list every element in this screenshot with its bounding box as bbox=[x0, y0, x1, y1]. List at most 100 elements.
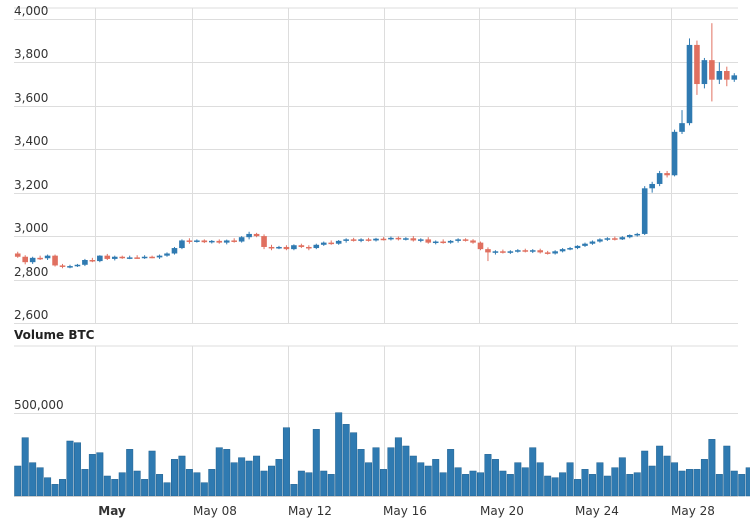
candle-body bbox=[171, 248, 178, 254]
candle-body bbox=[522, 250, 529, 252]
candle bbox=[276, 245, 282, 250]
candle-body bbox=[14, 253, 21, 257]
candle bbox=[134, 255, 140, 259]
candle-body bbox=[403, 238, 409, 240]
candle-body bbox=[276, 246, 282, 249]
candle-body bbox=[313, 244, 320, 249]
volume-bar bbox=[238, 457, 246, 497]
candle-body bbox=[126, 257, 133, 259]
candle bbox=[656, 170, 663, 187]
candle bbox=[544, 250, 551, 255]
volume-bar bbox=[118, 472, 126, 497]
candle bbox=[320, 241, 327, 246]
candle bbox=[417, 238, 424, 243]
volume-bar bbox=[372, 447, 380, 497]
candle bbox=[373, 237, 379, 242]
candle-body bbox=[612, 238, 618, 240]
candle bbox=[455, 238, 461, 243]
candle bbox=[67, 264, 73, 269]
x-tick-label: May 12 bbox=[288, 504, 332, 518]
candle-body bbox=[179, 240, 185, 249]
candle bbox=[716, 62, 723, 85]
volume-bar bbox=[342, 424, 350, 497]
candle-body bbox=[44, 255, 51, 259]
candle bbox=[403, 237, 409, 241]
candle-body bbox=[238, 237, 245, 242]
candle bbox=[432, 240, 439, 245]
candle bbox=[343, 238, 349, 243]
volume-bar bbox=[514, 462, 522, 497]
candle-body bbox=[67, 266, 73, 268]
candle-body bbox=[223, 240, 230, 243]
candle-body bbox=[119, 256, 126, 259]
candle-body bbox=[328, 242, 335, 245]
volume-bar bbox=[432, 459, 440, 497]
candle bbox=[119, 255, 126, 259]
candle bbox=[529, 249, 536, 254]
volume-bar bbox=[170, 459, 178, 497]
candle bbox=[126, 255, 133, 260]
candle-body bbox=[37, 257, 43, 260]
candle bbox=[462, 238, 469, 242]
price-y-axis: 2,600 2,800 3,000 3,200 3,400 3,600 3,800 4,000 bbox=[14, 4, 48, 322]
candle bbox=[388, 236, 394, 241]
volume-bar bbox=[163, 482, 171, 497]
candle-body bbox=[89, 260, 96, 262]
volume-bar bbox=[282, 427, 290, 497]
candle-body bbox=[350, 239, 357, 241]
candle bbox=[313, 243, 320, 250]
candle-body bbox=[373, 238, 379, 241]
candle-body bbox=[201, 240, 208, 243]
candle-body bbox=[417, 239, 424, 241]
candle bbox=[485, 247, 491, 262]
candle bbox=[22, 255, 28, 265]
volume-bar bbox=[745, 467, 750, 497]
candle bbox=[82, 258, 88, 267]
volume-bar bbox=[611, 467, 619, 497]
volume-bar bbox=[529, 447, 537, 497]
candle-body bbox=[462, 239, 469, 241]
candle-body bbox=[141, 256, 148, 259]
volume-bar bbox=[66, 440, 74, 497]
volume-bar bbox=[185, 469, 193, 497]
volume-bar bbox=[223, 449, 231, 497]
volume-bar bbox=[738, 474, 746, 497]
volume-bar bbox=[715, 474, 723, 497]
price-tick-label: 2,600 bbox=[14, 308, 48, 322]
candle bbox=[597, 238, 603, 243]
x-axis: May May 08 May 12 May 16 May 20 May 24 May 28 bbox=[98, 504, 715, 518]
x-tick-label: May 20 bbox=[480, 504, 524, 518]
candle bbox=[701, 57, 708, 89]
candle-body bbox=[589, 241, 596, 244]
candle bbox=[507, 250, 514, 254]
candle-body bbox=[186, 240, 193, 242]
price-tick-label: 2,800 bbox=[14, 265, 48, 279]
candle-body bbox=[716, 71, 723, 80]
price-tick-label: 3,000 bbox=[14, 221, 48, 235]
candle bbox=[261, 234, 267, 250]
candle-body bbox=[283, 246, 290, 250]
candle bbox=[164, 252, 170, 257]
candle bbox=[208, 240, 215, 244]
volume-bar bbox=[626, 474, 634, 497]
candle bbox=[246, 231, 252, 240]
volume-bar bbox=[603, 475, 611, 497]
volume-bar bbox=[379, 469, 387, 497]
candle bbox=[291, 244, 297, 251]
candle-body bbox=[231, 240, 237, 242]
candle-body bbox=[74, 264, 81, 267]
candle-body bbox=[679, 123, 685, 132]
volume-bar bbox=[506, 474, 514, 497]
candle-body bbox=[724, 71, 730, 80]
volume-bar bbox=[686, 469, 693, 497]
volume-bar bbox=[253, 455, 261, 497]
candle-body bbox=[604, 238, 611, 240]
candle-body bbox=[149, 256, 155, 259]
candle bbox=[731, 73, 738, 82]
volume-bar bbox=[723, 445, 731, 497]
volume-bar bbox=[297, 470, 305, 497]
volume-bar bbox=[708, 439, 716, 497]
volume-bar bbox=[88, 454, 96, 497]
candle-body bbox=[507, 251, 514, 253]
candle-body bbox=[104, 255, 111, 259]
